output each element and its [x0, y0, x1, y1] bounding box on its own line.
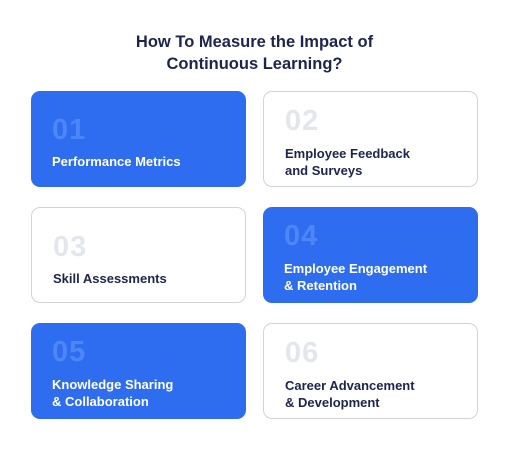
- card-label: Knowledge Sharing & Collaboration: [52, 376, 236, 410]
- title-line-2: Continuous Learning?: [166, 55, 343, 73]
- card-label-line-1: Skill Assessments: [53, 271, 167, 286]
- card-label: Employee Engagement & Retention: [284, 260, 468, 294]
- card-label-line-1: Performance Metrics: [52, 154, 181, 169]
- card-number: 03: [53, 231, 88, 263]
- card-label-line-1: Career Advancement: [285, 378, 415, 393]
- card-label-line-2: and Surveys: [285, 163, 363, 178]
- metrics-grid: 01 Performance Metrics 02 Employee Feedb…: [31, 91, 478, 420]
- card-label-line-1: Employee Feedback: [285, 146, 410, 161]
- card-label-line-2: & Retention: [284, 278, 357, 293]
- card-label-line-1: Knowledge Sharing: [52, 377, 174, 392]
- card-label: Skill Assessments: [53, 270, 235, 287]
- metric-card-01: 01 Performance Metrics: [31, 91, 246, 187]
- metric-card-03: 03 Skill Assessments: [31, 207, 246, 303]
- card-number: 06: [285, 337, 320, 369]
- page-title: How To Measure the Impact of Continuous …: [0, 31, 509, 75]
- metric-card-06: 06 Career Advancement & Development: [263, 323, 478, 419]
- title-line-1: How To Measure the Impact of: [135, 33, 374, 51]
- metric-card-04: 04 Employee Engagement & Retention: [263, 207, 478, 303]
- card-number: 05: [52, 336, 87, 368]
- card-label: Performance Metrics: [52, 153, 236, 170]
- card-label: Career Advancement & Development: [285, 377, 467, 411]
- card-label-line-2: & Development: [285, 395, 380, 410]
- card-number: 02: [285, 105, 320, 137]
- card-number: 04: [284, 220, 319, 252]
- metric-card-02: 02 Employee Feedback and Surveys: [263, 91, 478, 187]
- card-label: Employee Feedback and Surveys: [285, 145, 467, 179]
- metric-card-05: 05 Knowledge Sharing & Collaboration: [31, 323, 246, 419]
- card-number: 01: [52, 114, 87, 146]
- card-label-line-2: & Collaboration: [52, 394, 149, 409]
- card-label-line-1: Employee Engagement: [284, 261, 428, 276]
